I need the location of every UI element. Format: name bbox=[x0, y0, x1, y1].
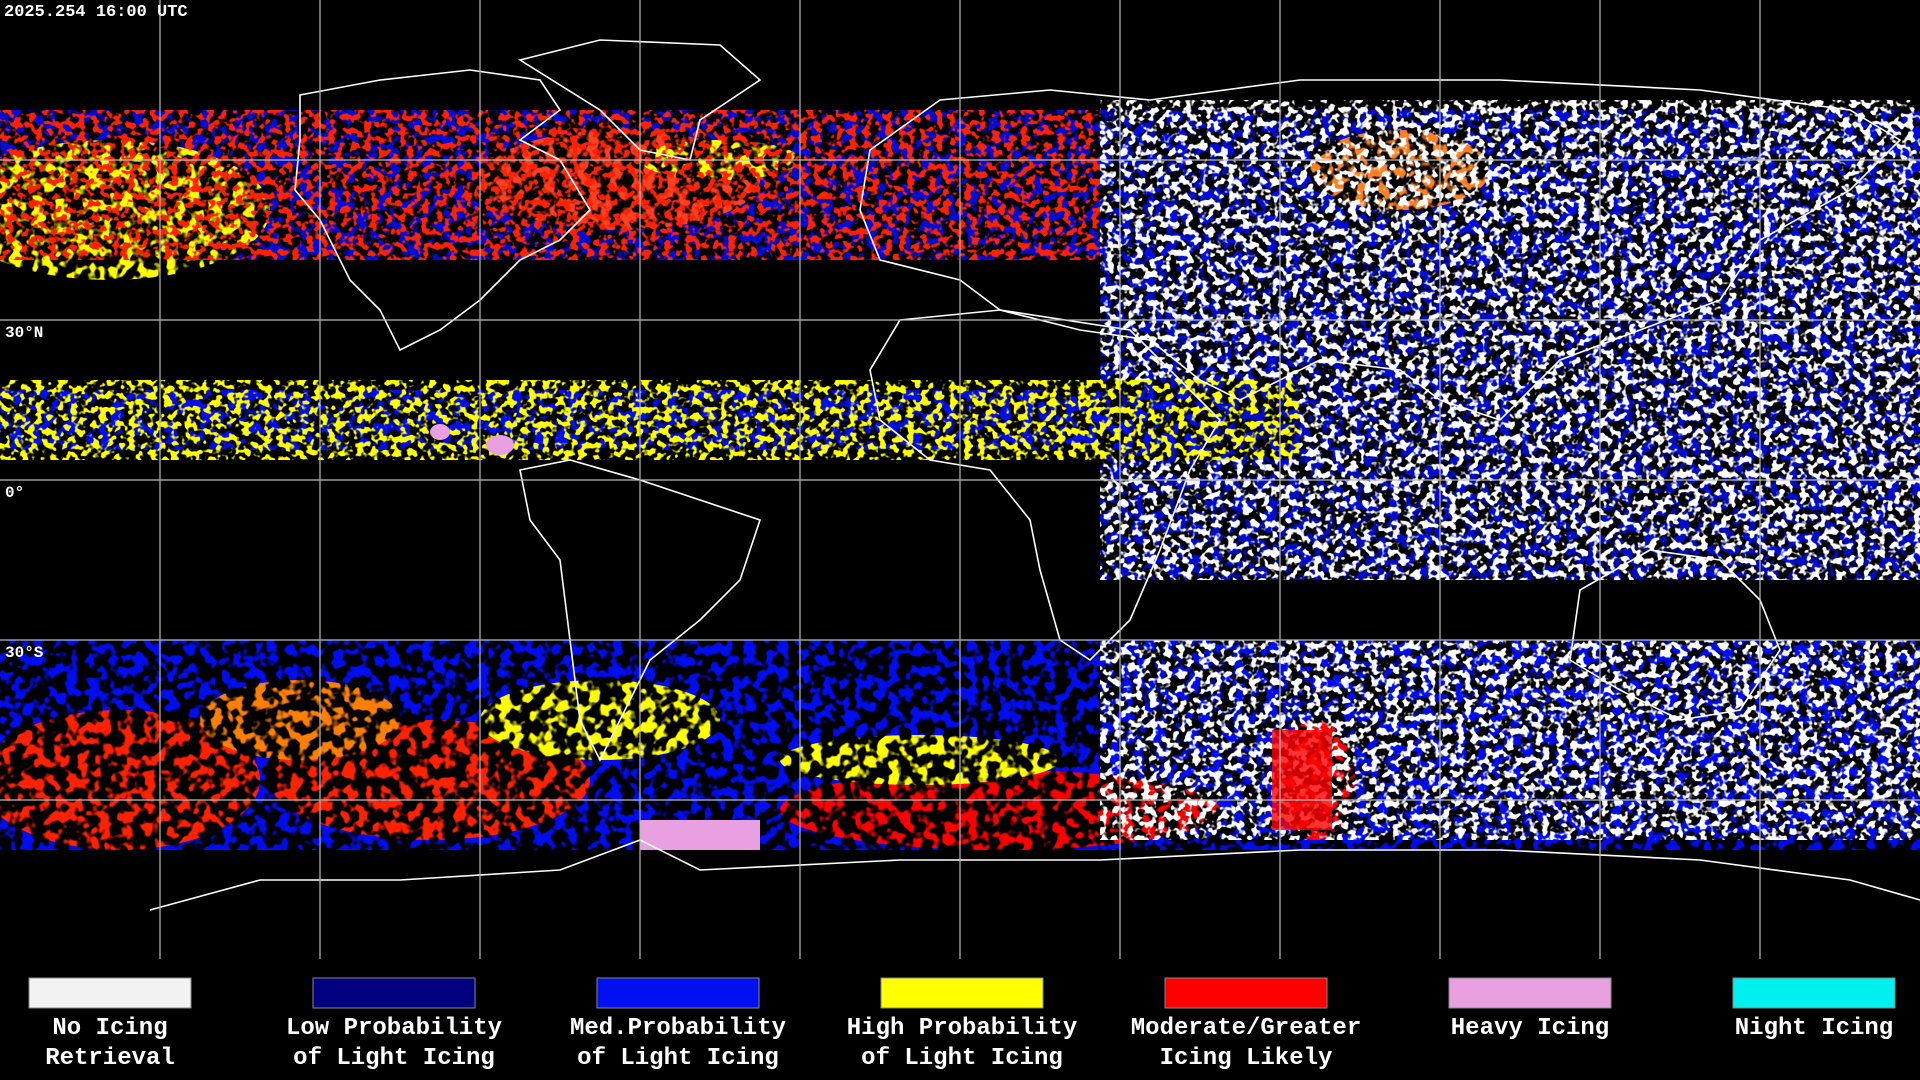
legend-label: Low Probability bbox=[286, 1015, 502, 1042]
legend-label: of Light Icing bbox=[577, 1045, 779, 1072]
legend-label: Night Icing bbox=[1735, 1015, 1893, 1042]
icing-patch bbox=[640, 820, 760, 850]
legend-label: Moderate/Greater bbox=[1131, 1015, 1361, 1042]
legend-swatch bbox=[28, 977, 192, 1009]
legend-swatch bbox=[1732, 977, 1896, 1009]
legend-label: Retrieval bbox=[45, 1045, 175, 1072]
icing-field-sparse bbox=[0, 100, 1920, 840]
legend-swatch bbox=[1448, 977, 1612, 1009]
legend-label: Heavy Icing bbox=[1451, 1015, 1609, 1042]
latitude-label: 0° bbox=[5, 484, 24, 502]
legend-swatch bbox=[880, 977, 1044, 1009]
legend-label: High Probability bbox=[847, 1015, 1077, 1042]
legend-swatch bbox=[1164, 977, 1328, 1009]
coastlines bbox=[149, 39, 1920, 911]
icing-patch bbox=[430, 424, 450, 440]
legend-swatch bbox=[596, 977, 760, 1009]
latitude-label: 30°N bbox=[5, 324, 43, 342]
legend-label: Icing Likely bbox=[1160, 1045, 1333, 1072]
icing-patch bbox=[486, 435, 514, 455]
legend-label: No Icing bbox=[52, 1015, 167, 1042]
icing-patch bbox=[1272, 730, 1332, 830]
timestamp: 2025.254 16:00 UTC bbox=[4, 3, 188, 22]
legend-label: of Light Icing bbox=[293, 1045, 495, 1072]
legend-swatch bbox=[312, 977, 476, 1009]
graticule bbox=[0, 0, 1920, 959]
legend: No Icing Retrieval Low Probability of Light… bbox=[28, 977, 1896, 1072]
latitude-label: 30°S bbox=[5, 644, 44, 662]
legend-label: Med.Probability bbox=[570, 1015, 786, 1042]
legend-label: of Light Icing bbox=[861, 1045, 1063, 1072]
latitude-labels: 30°N 0° 30°S bbox=[5, 324, 44, 662]
